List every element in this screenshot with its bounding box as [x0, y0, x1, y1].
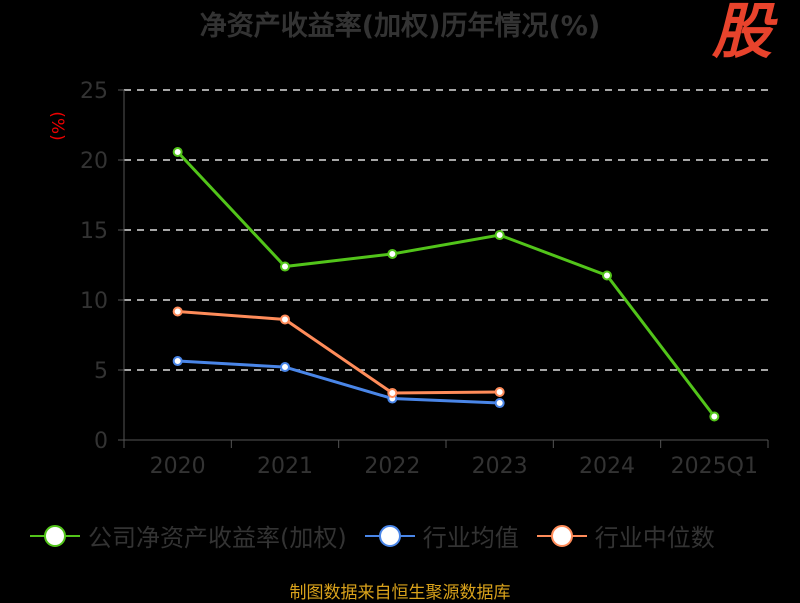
- x-tick-label: 2022: [364, 454, 420, 479]
- legend-label: 行业中位数: [594, 524, 715, 552]
- line-chart: 0 5 10 15 20 25 (%) 2020 2021 2022 2023 2024 2025Q1: [47, 79, 769, 479]
- legend-item[interactable]: 行业中位数: [536, 518, 715, 553]
- data-point: [172, 306, 183, 317]
- x-tick-label: 2025Q1: [671, 454, 758, 479]
- series-line: [176, 150, 716, 418]
- legend-marker-icon: [30, 524, 80, 547]
- data-point: [280, 314, 290, 325]
- y-axis-label: (%): [47, 111, 67, 140]
- legend-marker-icon: [536, 524, 587, 547]
- data-point: [387, 248, 398, 259]
- y-tick-label: 5: [94, 359, 108, 384]
- legend-marker-icon: [364, 524, 415, 547]
- data-point: [709, 411, 720, 422]
- legend-item[interactable]: 行业均值: [364, 518, 519, 553]
- x-tick-label: 2020: [150, 454, 206, 479]
- x-tick-label: 2023: [472, 454, 528, 479]
- y-tick-label: 10: [80, 289, 108, 314]
- data-point: [172, 147, 183, 158]
- y-tick-label: 0: [94, 429, 108, 454]
- chart-title: 净资产收益率(加权)历年情况(%): [199, 11, 601, 42]
- data-point: [494, 398, 505, 409]
- y-tick-label: 20: [80, 149, 108, 174]
- legend-label: 公司净资产收益率(加权): [88, 524, 347, 552]
- data-point: [494, 230, 505, 241]
- data-point: [280, 261, 290, 272]
- series-line: [177, 359, 500, 405]
- data-point: [280, 362, 290, 373]
- legend-item[interactable]: 公司净资产收益率(加权): [30, 518, 347, 553]
- x-tick-label: 2024: [579, 454, 635, 479]
- x-tick-label: 2021: [257, 454, 313, 479]
- data-point: [494, 386, 505, 397]
- data-point: [172, 356, 183, 367]
- data-point: [387, 387, 398, 398]
- data-point: [602, 270, 612, 281]
- logo: 股: [712, 0, 772, 67]
- series-line: [177, 309, 500, 395]
- source-note: 制图数据来自恒生聚源数据库: [289, 583, 511, 603]
- y-tick-label: 25: [80, 79, 108, 104]
- y-tick-label: 15: [80, 219, 108, 244]
- legend-label: 行业均值: [422, 524, 519, 552]
- legend: 公司净资产收益率(加权) 行业均值 行业中位数: [30, 518, 733, 553]
